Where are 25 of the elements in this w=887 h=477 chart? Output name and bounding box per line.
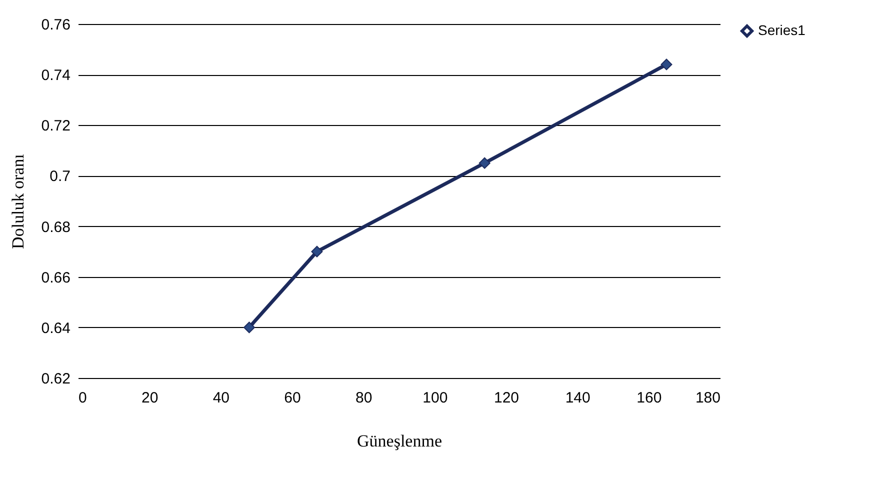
x-tick-label: 20	[141, 390, 158, 406]
x-tick-label: 160	[636, 390, 662, 406]
x-tick-label: 180	[695, 390, 720, 406]
x-tick-label: 100	[422, 390, 448, 406]
y-tick-label: 0.7	[50, 168, 70, 186]
point	[311, 246, 323, 258]
x-tick-label: 80	[355, 390, 372, 406]
y-tick-label: 0.76	[41, 16, 70, 34]
x-tick-label: 140	[565, 390, 590, 406]
x-tick-label: 120	[494, 390, 520, 406]
point	[478, 157, 490, 169]
x-tick-label: 0	[78, 390, 87, 406]
legend-label: Series1	[758, 22, 806, 38]
x-tick-label: 60	[284, 390, 301, 406]
x-axis-title: Güneşlenme	[357, 432, 442, 450]
y-tick-label: 0.62	[41, 370, 70, 388]
y-tick-label: 0.66	[41, 269, 70, 286]
y-tick-label: 0.64	[41, 320, 70, 337]
point	[660, 58, 672, 70]
y-axis-title: Doluluk oranı	[8, 154, 28, 249]
point	[243, 322, 255, 334]
y-tick-label: 0.72	[41, 118, 70, 135]
x-tick-label: 40	[212, 390, 230, 406]
y-tick-label: 0.68	[41, 218, 70, 236]
y-tick-label: 0.74	[41, 67, 70, 84]
